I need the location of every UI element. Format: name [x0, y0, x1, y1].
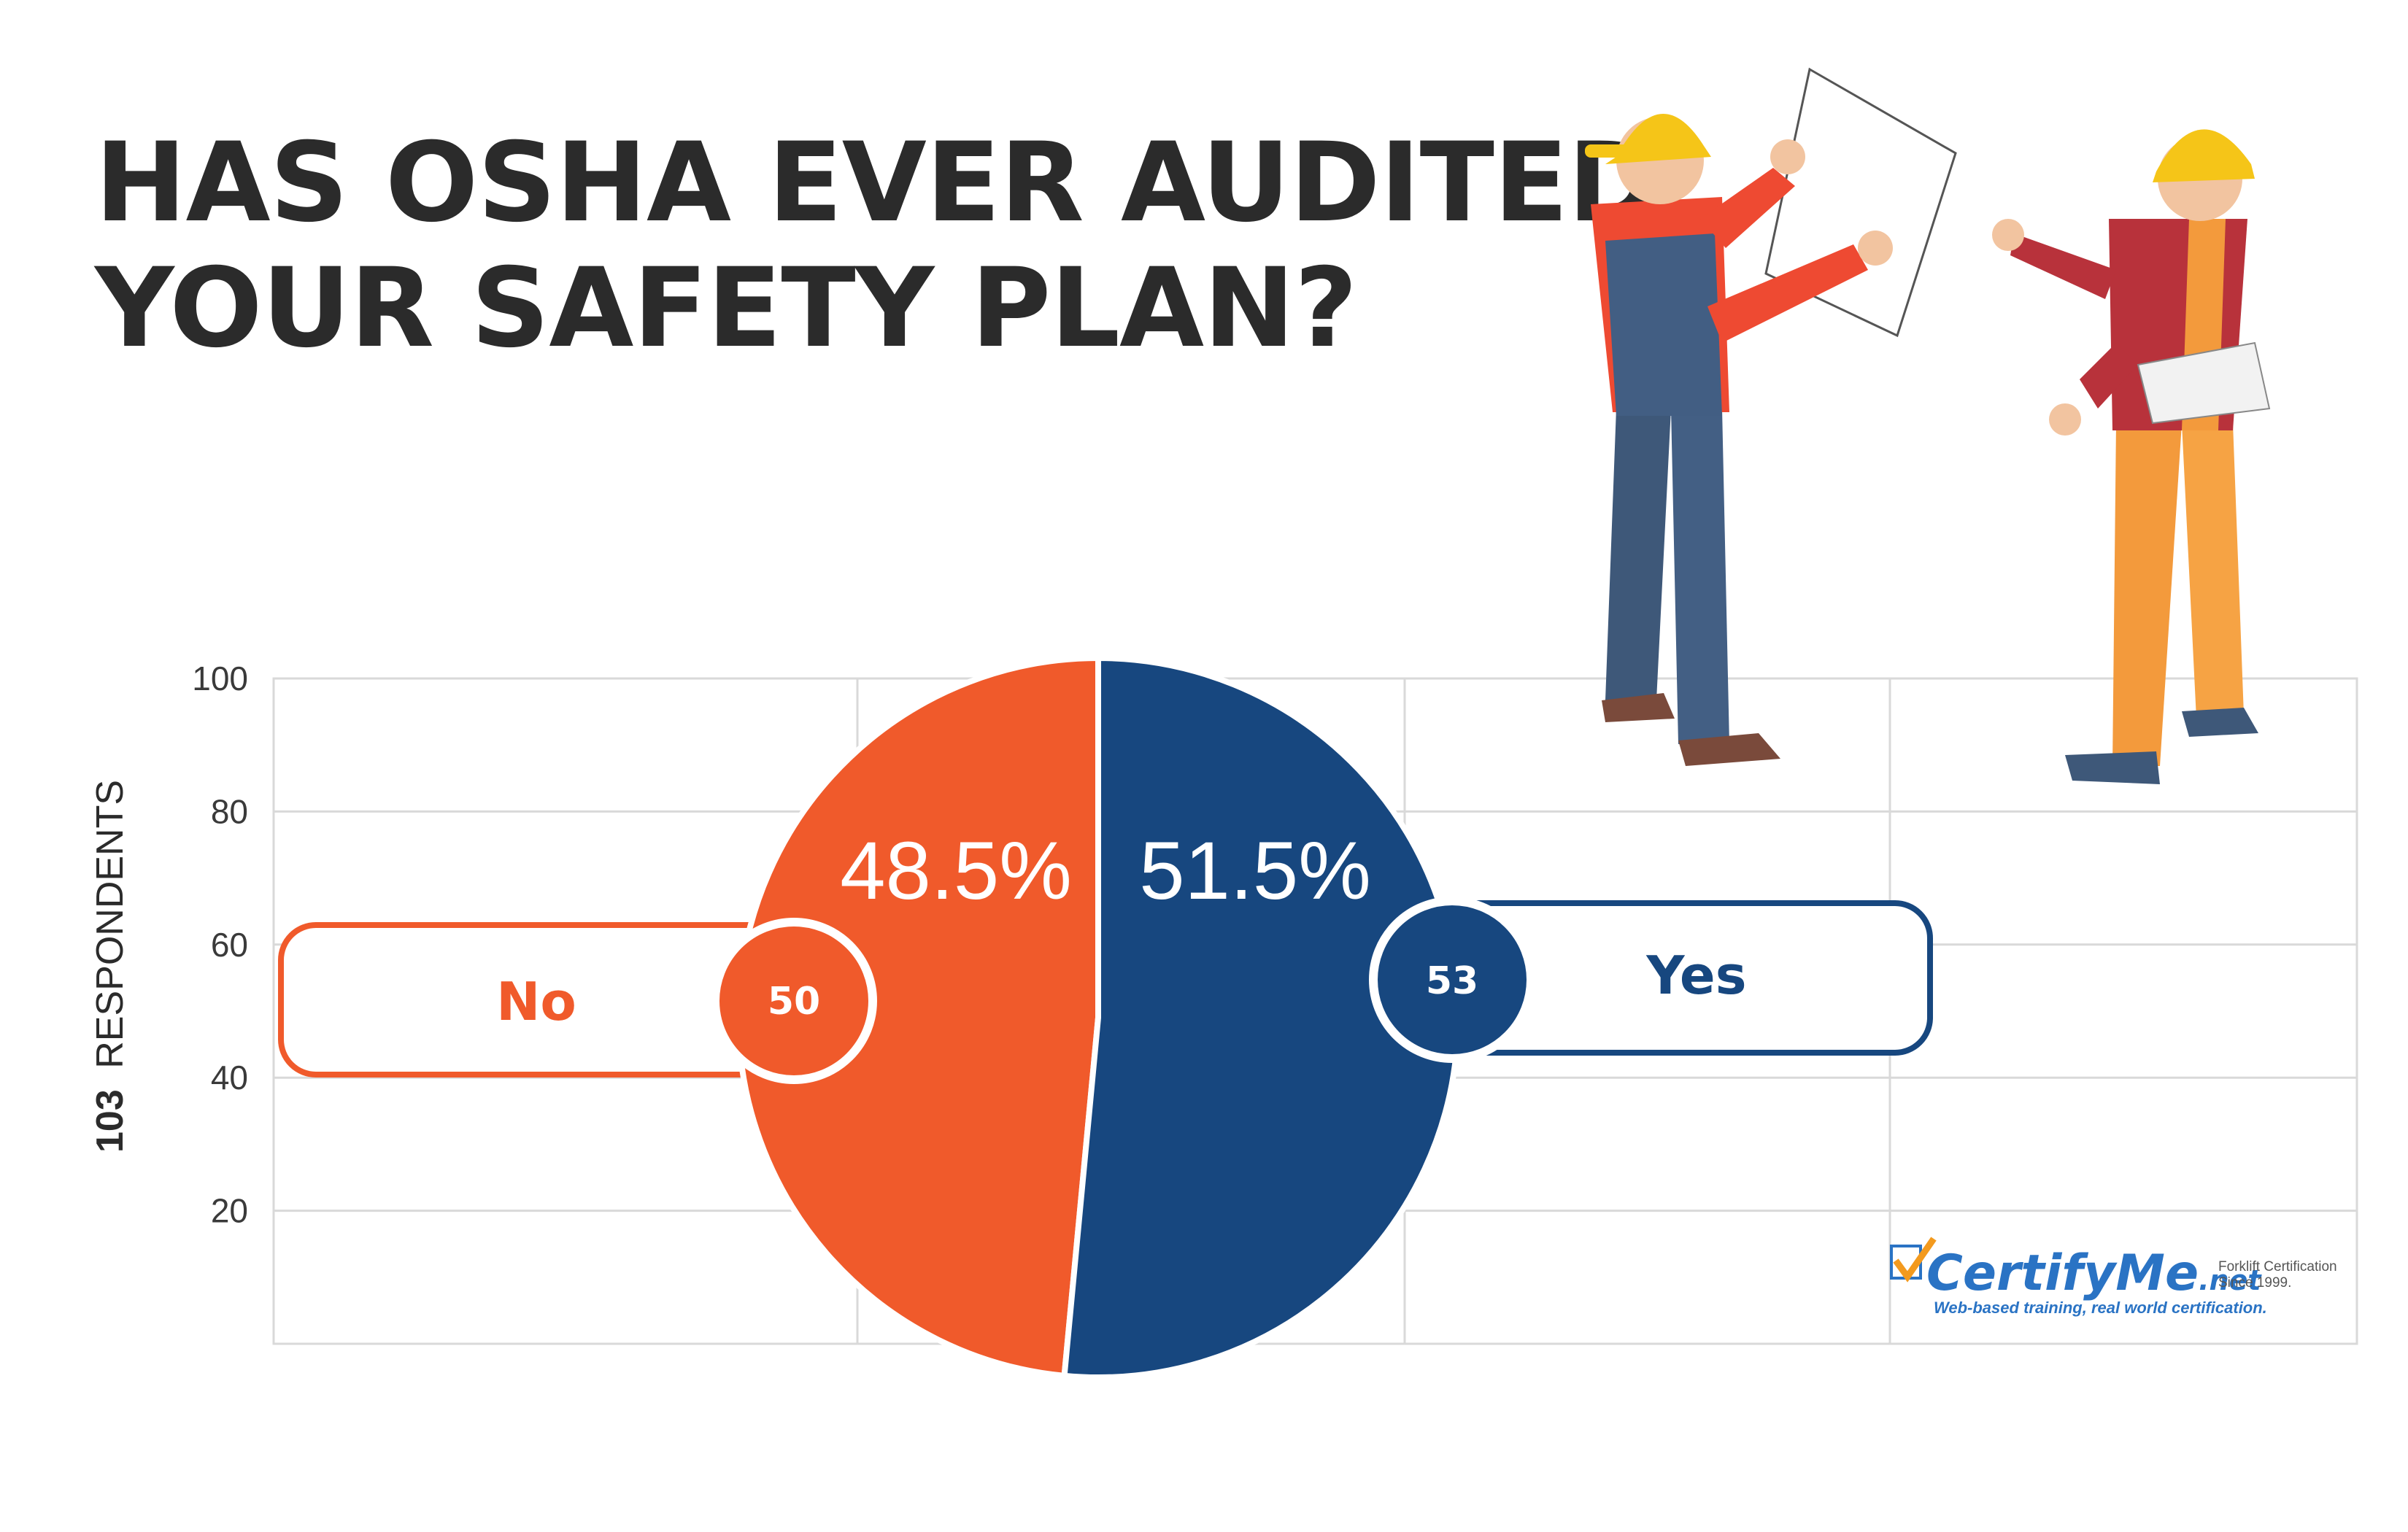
yes-label: Yes — [1645, 945, 1746, 1006]
yes-percent-label: 51.5% — [1139, 825, 1371, 916]
y-tick-label: 60 — [211, 926, 248, 964]
pie-chart — [736, 655, 1462, 1380]
construction-worker-illustration-2 — [1992, 129, 2271, 784]
title-line-1: HAS OSHA EVER AUDITED — [95, 120, 1659, 247]
grid-frame — [272, 677, 2358, 1345]
chart-title: HAS OSHA EVER AUDITED YOUR SAFETY PLAN? — [95, 120, 1659, 372]
y-tick-label: 100 — [192, 659, 248, 697]
logo-side-line-2: Since 1999. — [2218, 1275, 2291, 1291]
title-line-2: YOUR SAFETY PLAN? — [95, 245, 1358, 372]
no-count: 50 — [768, 980, 820, 1024]
construction-worker-illustration-1 — [1585, 67, 1957, 766]
respondents-word: RESPONDENTS — [89, 780, 131, 1069]
logo-name-main: CertifyMe — [1926, 1245, 2199, 1302]
certifyme-logo: CertifyMe.net Forklift Certification Sin… — [1890, 1237, 2337, 1317]
logo-name: CertifyMe.net — [1926, 1245, 2262, 1302]
logo-name-suffix: .net — [2199, 1264, 2262, 1296]
y-tick-label: 80 — [211, 792, 248, 830]
logo-tagline: Web-based training, real world certifica… — [1934, 1299, 2267, 1317]
yes-count-badge — [1369, 897, 1535, 1063]
y-tick-label: 20 — [211, 1192, 248, 1230]
logo-side-line-1: Forklift Certification — [2218, 1259, 2337, 1274]
checkmark-icon — [1893, 1237, 1937, 1283]
no-percent-label: 48.5% — [840, 825, 1072, 916]
y-axis-ticks: 100 80 60 40 20 — [192, 659, 248, 1230]
no-label: No — [496, 971, 576, 1032]
no-count-badge — [711, 918, 877, 1084]
respondents-count: 103 — [89, 1089, 131, 1153]
y-tick-label: 40 — [211, 1059, 248, 1096]
respondents-label: 103 RESPONDENTS — [89, 780, 131, 1153]
yes-count: 53 — [1426, 959, 1478, 1003]
